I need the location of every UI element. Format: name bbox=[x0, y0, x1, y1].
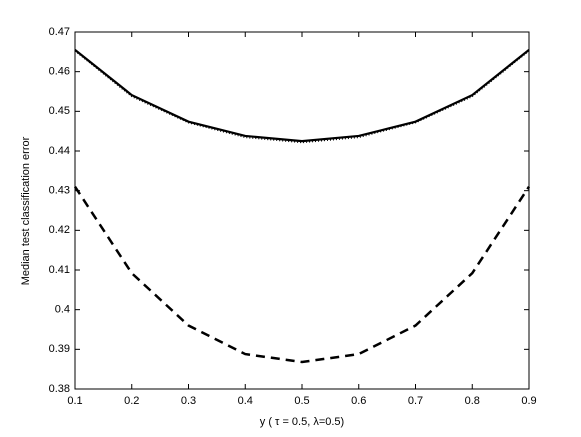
x-tick-label: 0.4 bbox=[238, 395, 253, 407]
y-tick-label: 0.38 bbox=[49, 383, 70, 395]
line-series bbox=[74, 50, 530, 144]
y-tick-label: 0.47 bbox=[49, 26, 70, 38]
x-axis-label: y ( τ = 0.5, λ=0.5) bbox=[260, 416, 344, 428]
y-tick-label: 0.43 bbox=[49, 185, 70, 197]
y-tick-label: 0.4 bbox=[55, 304, 70, 316]
line-series bbox=[73, 186, 531, 364]
x-tick-label: 0.5 bbox=[294, 395, 309, 407]
x-tick-label: 0.2 bbox=[124, 395, 139, 407]
y-tick-label: 0.41 bbox=[49, 264, 70, 276]
x-tick-label: 0.7 bbox=[408, 395, 423, 407]
y-tick-label: 0.46 bbox=[49, 66, 70, 78]
y-tick-label: 0.42 bbox=[49, 224, 70, 236]
y-tick-label: 0.45 bbox=[49, 105, 70, 117]
line-series bbox=[74, 48, 530, 143]
x-tick-label: 0.8 bbox=[465, 395, 480, 407]
y-tick-label: 0.39 bbox=[49, 343, 70, 355]
y-tick-label: 0.44 bbox=[49, 145, 70, 157]
x-tick-label: 0.6 bbox=[351, 395, 366, 407]
y-axis-label: Median test classification error bbox=[20, 136, 32, 285]
x-tick-label: 0.3 bbox=[181, 395, 196, 407]
x-tick-label: 0.1 bbox=[67, 395, 82, 407]
x-tick-label: 0.9 bbox=[521, 395, 536, 407]
